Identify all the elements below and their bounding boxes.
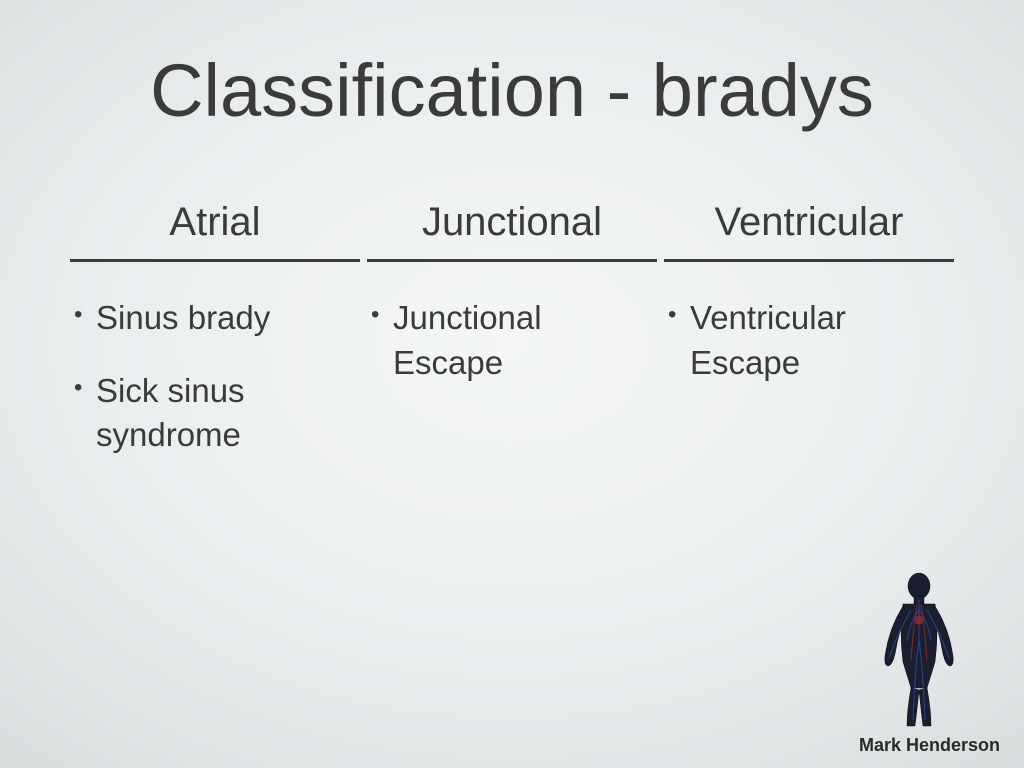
bullet-list: • Ventricular Escape bbox=[664, 296, 954, 385]
column-header: Ventricular bbox=[664, 200, 954, 262]
author-credit: Mark Henderson bbox=[859, 735, 1000, 756]
bullet-text: Ventricular Escape bbox=[690, 296, 954, 385]
slide-title: Classification - bradys bbox=[0, 48, 1024, 133]
anatomy-figure-icon bbox=[871, 570, 966, 730]
bullet-item: • Junctional Escape bbox=[371, 296, 657, 385]
bullet-dot-icon: • bbox=[74, 296, 96, 334]
bullet-list: • Junctional Escape bbox=[367, 296, 657, 385]
slide: Classification - bradys Atrial • Sinus b… bbox=[0, 0, 1024, 768]
column-header: Atrial bbox=[70, 200, 360, 262]
bullet-item: • Ventricular Escape bbox=[668, 296, 954, 385]
column-junctional: Junctional • Junctional Escape bbox=[367, 200, 657, 486]
bullet-text: Sick sinus syndrome bbox=[96, 369, 360, 458]
bullet-dot-icon: • bbox=[668, 296, 690, 334]
bullet-item: • Sinus brady bbox=[74, 296, 360, 341]
column-atrial: Atrial • Sinus brady • Sick sinus syndro… bbox=[70, 200, 360, 486]
column-header: Junctional bbox=[367, 200, 657, 262]
bullet-text: Junctional Escape bbox=[393, 296, 657, 385]
columns-container: Atrial • Sinus brady • Sick sinus syndro… bbox=[70, 200, 954, 486]
bullet-text: Sinus brady bbox=[96, 296, 360, 341]
bullet-dot-icon: • bbox=[74, 369, 96, 407]
column-ventricular: Ventricular • Ventricular Escape bbox=[664, 200, 954, 486]
bullet-list: • Sinus brady • Sick sinus syndrome bbox=[70, 296, 360, 458]
bullet-item: • Sick sinus syndrome bbox=[74, 369, 360, 458]
bullet-dot-icon: • bbox=[371, 296, 393, 334]
